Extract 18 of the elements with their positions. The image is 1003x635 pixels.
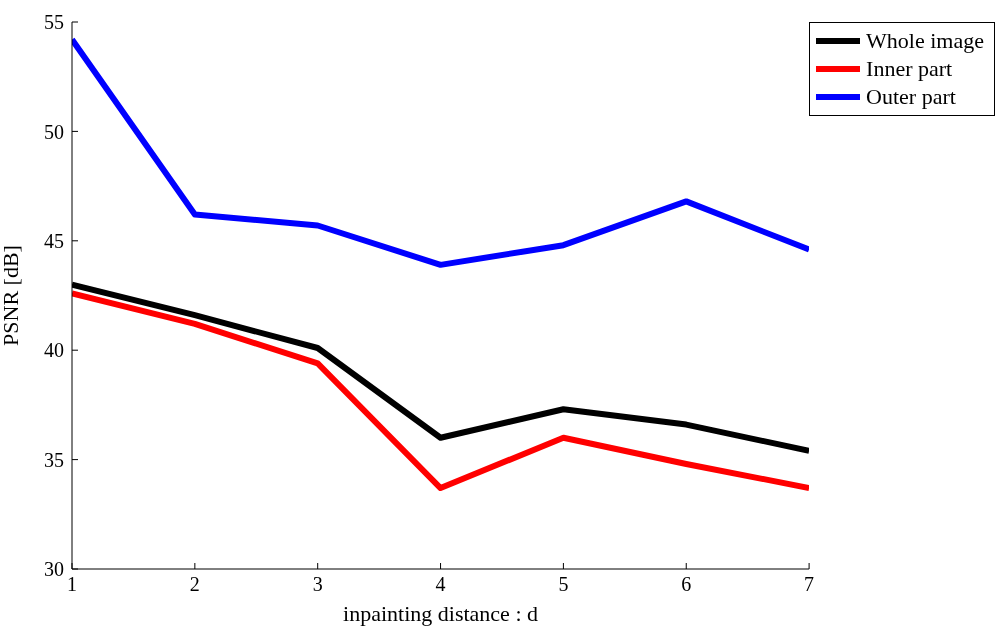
y-tick-label: 35 (44, 448, 64, 471)
legend-label: Whole image (866, 27, 984, 55)
x-tick-label: 5 (558, 573, 569, 596)
y-tick-label: 45 (44, 229, 64, 252)
y-tick-label: 30 (44, 558, 64, 581)
legend-label: Inner part (866, 55, 953, 83)
x-tick-label: 2 (189, 573, 200, 596)
x-tick-label: 4 (435, 573, 446, 596)
x-tick-label: 3 (312, 573, 323, 596)
x-tick-label: 6 (681, 573, 692, 596)
x-tick-label: 7 (804, 573, 815, 596)
y-axis-title: PSNR [dB] (0, 245, 23, 346)
y-tick-label: 40 (44, 339, 64, 362)
y-tick-label: 50 (44, 120, 64, 143)
y-tick-label: 55 (44, 11, 64, 34)
legend-label: Outer part (866, 83, 956, 111)
x-tick-label: 1 (67, 573, 77, 596)
x-axis-title: inpainting distance : d (343, 601, 538, 626)
